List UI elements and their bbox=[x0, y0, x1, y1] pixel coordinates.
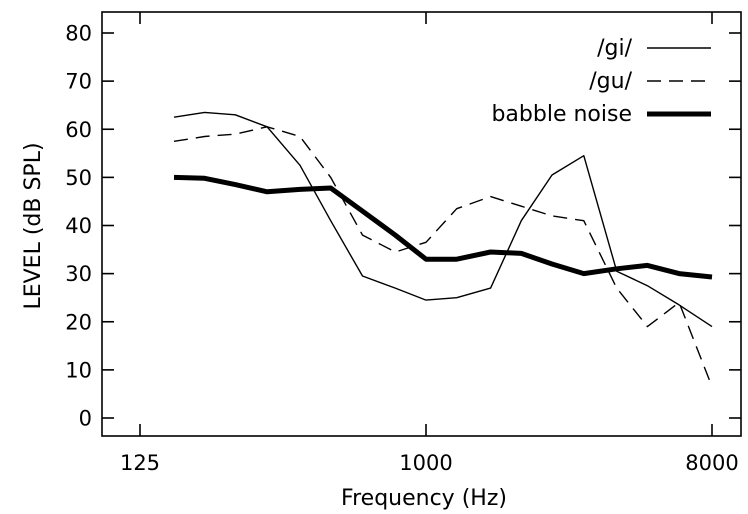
legend-label-1: /gu/ bbox=[589, 69, 632, 94]
y-tick-label: 30 bbox=[65, 262, 92, 286]
y-tick-label: 0 bbox=[79, 407, 92, 431]
y-tick-label: 70 bbox=[65, 70, 92, 94]
y-tick-label: 20 bbox=[65, 310, 92, 334]
y-tick-label: 10 bbox=[65, 358, 92, 382]
y-tick-label: 50 bbox=[65, 166, 92, 190]
legend-label-2: babble noise bbox=[491, 102, 632, 127]
x-axis-title: Frequency (Hz) bbox=[341, 486, 507, 511]
legend: /gi/ /gu/babble noise bbox=[491, 36, 711, 127]
series-line-2 bbox=[173, 174, 713, 280]
series-line-1 bbox=[173, 126, 713, 387]
series-line-0 bbox=[173, 111, 713, 328]
y-tick-label: 40 bbox=[65, 214, 92, 238]
x-tick-label: 8000 bbox=[685, 451, 738, 475]
legend-label-0: /gi/ bbox=[597, 36, 632, 61]
series-lines bbox=[173, 111, 713, 387]
y-axis-title: LEVEL (dB SPL) bbox=[21, 142, 46, 309]
plot-frame bbox=[101, 11, 742, 437]
y-tick-label: 60 bbox=[65, 118, 92, 142]
x-tick-label: 1000 bbox=[399, 451, 452, 475]
axes: 0 10 20 30 40 50 60 70 80 125 1000 8000 Frequency (H… bbox=[21, 11, 742, 511]
x-tick-label: 125 bbox=[120, 451, 160, 475]
y-tick-label: 80 bbox=[65, 22, 92, 46]
